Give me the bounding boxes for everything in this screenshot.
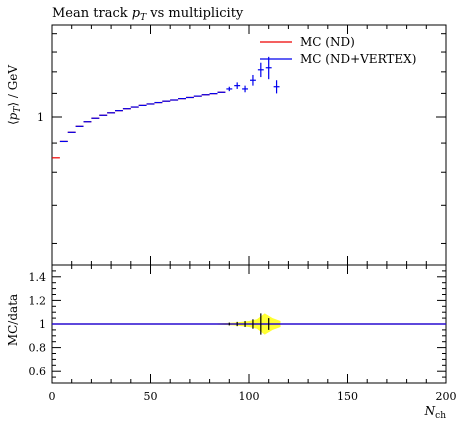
legend: MC (ND) MC (ND+VERTEX) — [260, 35, 416, 66]
ratio-panel: 0 50 100 150 200 0.6 0.8 1 1.2 1.4 — [29, 264, 457, 403]
legend-label-vertex: MC (ND+VERTEX) — [300, 52, 416, 66]
x-tick-label: 0 — [49, 390, 56, 403]
legend-label-nd: MC (ND) — [300, 35, 355, 49]
ratio-y-tick-label: 1.4 — [29, 271, 47, 284]
ratio-y-tick-label: 0.8 — [29, 342, 47, 355]
ratio-y-tick-label: 1 — [39, 318, 46, 331]
ratio-y-tick-label: 0.6 — [29, 365, 47, 378]
x-tick-label: 150 — [337, 390, 358, 403]
y-tick-label: 1 — [37, 111, 44, 124]
x-axis-label: Nch — [424, 404, 447, 421]
x-tick-label: 200 — [436, 390, 457, 403]
ratio-y-tick-label: 1.2 — [29, 294, 47, 307]
x-tick-label: 100 — [239, 390, 260, 403]
ratio-y-axis-label: MC/data — [6, 294, 20, 346]
chart-title: Mean track pT vs multiplicity — [52, 6, 244, 23]
y-axis-label: ⟨pT⟩ / GeV — [6, 65, 23, 125]
x-tick-label: 50 — [144, 390, 158, 403]
